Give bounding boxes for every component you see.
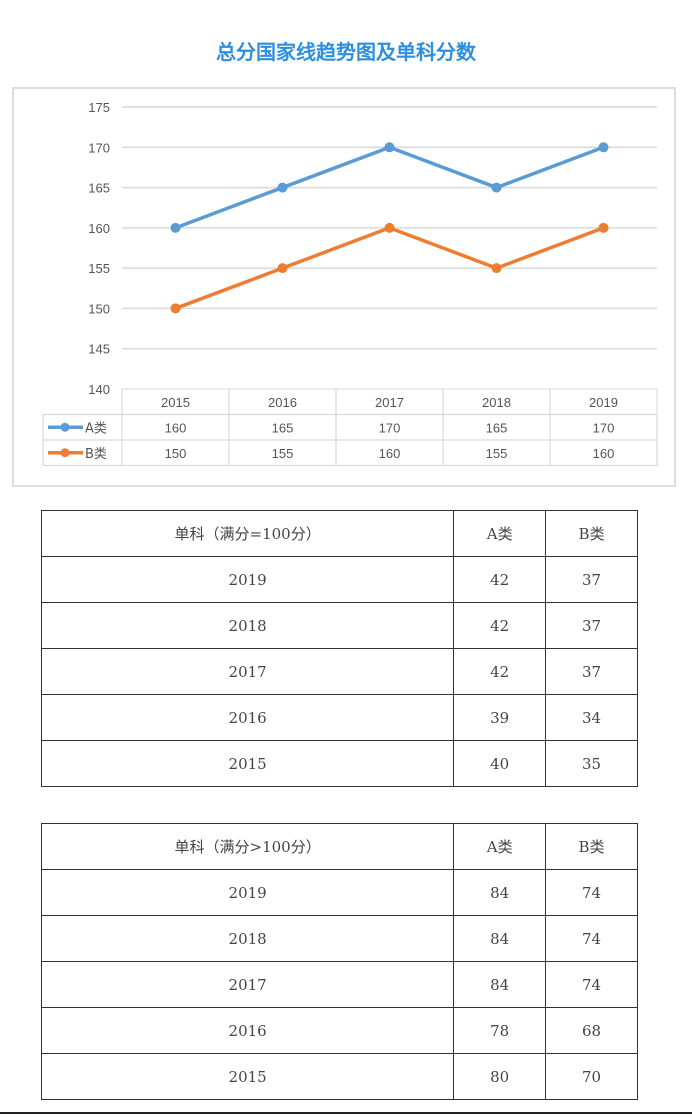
table-cell: 2019 bbox=[40, 556, 455, 603]
data-point bbox=[598, 222, 609, 233]
table-row: 2015 80 70 bbox=[40, 1053, 638, 1100]
table-cell: 2016 bbox=[40, 694, 455, 741]
table-cell: 84 bbox=[453, 869, 547, 916]
table-cell: 2015 bbox=[40, 1053, 455, 1100]
chart-svg: 140 145 150 155 160 165 170 175 2015 2016 2017 2018… bbox=[42, 100, 658, 467]
data-point bbox=[491, 263, 502, 274]
data-table-value: 160 bbox=[593, 446, 615, 461]
data-point bbox=[384, 222, 395, 233]
table-cell: 单科（满分>100分） bbox=[40, 823, 455, 870]
line-chart: 140 145 150 155 160 165 170 175 2015 2016 2017 2018… bbox=[12, 87, 676, 487]
table-cell: 37 bbox=[545, 556, 638, 603]
table-cell: 74 bbox=[545, 961, 638, 1008]
table-cell: 39 bbox=[453, 694, 547, 741]
table-cell: 42 bbox=[453, 602, 547, 649]
table-cell: 37 bbox=[545, 648, 638, 695]
table-header-row: 单科（满分=100分） A类 B类 bbox=[40, 510, 638, 557]
y-tick-label: 160 bbox=[88, 221, 110, 236]
table-row: 2016 39 34 bbox=[40, 694, 638, 741]
table-row: 2018 42 37 bbox=[40, 602, 638, 649]
legend-label: B类 bbox=[85, 447, 107, 462]
table-cell: 单科（满分=100分） bbox=[40, 510, 455, 557]
legend-marker-1 bbox=[60, 448, 70, 458]
data-table-value: 155 bbox=[272, 446, 294, 461]
x-tick-label: 2016 bbox=[268, 395, 297, 410]
y-tick-label: 150 bbox=[88, 301, 110, 316]
data-table-value: 160 bbox=[379, 446, 401, 461]
table-cell: 2018 bbox=[40, 602, 455, 649]
table-row: 2018 84 74 bbox=[40, 915, 638, 962]
table-cell: B类 bbox=[545, 823, 638, 870]
data-point bbox=[491, 182, 502, 193]
table-cell: 2016 bbox=[40, 1007, 455, 1054]
table-cell: 2019 bbox=[40, 869, 455, 916]
data-point bbox=[598, 142, 609, 153]
table-cell: 2017 bbox=[40, 648, 455, 695]
x-tick-label: 2017 bbox=[375, 395, 404, 410]
table-cell: 2018 bbox=[40, 915, 455, 962]
table-cell: 37 bbox=[545, 602, 638, 649]
table-cell: 35 bbox=[545, 740, 638, 787]
table-cell: 84 bbox=[453, 915, 547, 962]
data-point bbox=[277, 182, 288, 193]
y-tick-label: 140 bbox=[88, 382, 110, 397]
x-tick-label: 2015 bbox=[161, 395, 190, 410]
data-table-value: 170 bbox=[379, 421, 401, 436]
table-cell: 80 bbox=[453, 1053, 547, 1100]
x-tick-label: 2018 bbox=[482, 395, 511, 410]
table-cell: 42 bbox=[453, 648, 547, 695]
table-row: 2017 84 74 bbox=[40, 961, 638, 1008]
table-cell: A类 bbox=[453, 823, 547, 870]
table-cell: 74 bbox=[545, 915, 638, 962]
table-cell: 40 bbox=[453, 740, 547, 787]
data-point bbox=[277, 263, 288, 274]
legend-label: A类 bbox=[85, 422, 107, 437]
table-row: 2017 42 37 bbox=[40, 648, 638, 695]
y-tick-label: 170 bbox=[88, 140, 110, 155]
data-point bbox=[170, 303, 181, 314]
data-table-value: 155 bbox=[486, 446, 508, 461]
table-cell: 34 bbox=[545, 694, 638, 741]
table-cell: B类 bbox=[545, 510, 638, 557]
page-title: 总分国家线趋势图及单科分数 bbox=[216, 40, 476, 64]
x-tick-label: 2019 bbox=[589, 395, 618, 410]
table-row: 2016 78 68 bbox=[40, 1007, 638, 1054]
table-cell: 2015 bbox=[40, 740, 455, 787]
data-table-value: 165 bbox=[272, 421, 294, 436]
table-row: 2019 84 74 bbox=[40, 869, 638, 916]
table-cell: 74 bbox=[545, 869, 638, 916]
table-row: 2015 40 35 bbox=[40, 740, 638, 787]
table-cell: A类 bbox=[453, 510, 547, 557]
table-cell: 78 bbox=[453, 1007, 547, 1054]
table-row: 2019 42 37 bbox=[40, 556, 638, 603]
data-table-value: 160 bbox=[165, 421, 187, 436]
data-table-value: 170 bbox=[593, 421, 615, 436]
table-cell: 42 bbox=[453, 556, 547, 603]
y-tick-label: 175 bbox=[88, 100, 110, 115]
table-cell: 68 bbox=[545, 1007, 638, 1054]
y-tick-label: 145 bbox=[88, 342, 110, 357]
data-point bbox=[384, 142, 395, 153]
divider bbox=[0, 1112, 692, 1114]
data-point bbox=[170, 222, 181, 233]
legend-marker-0 bbox=[60, 422, 70, 432]
table-header-row: 单科（满分>100分） A类 B类 bbox=[40, 823, 638, 870]
single-subject-table-100: 单科（满分=100分） A类 B类 2019 42 37 2018 42 37 2017 42 37 2… bbox=[40, 510, 638, 787]
data-table-value: 165 bbox=[486, 421, 508, 436]
table-cell: 2017 bbox=[40, 961, 455, 1008]
data-table-value: 150 bbox=[165, 446, 187, 461]
single-subject-table-over-100: 单科（满分>100分） A类 B类 2019 84 74 2018 84 74 2017 84 74 2… bbox=[40, 823, 638, 1100]
table-cell: 84 bbox=[453, 961, 547, 1008]
table-cell: 70 bbox=[545, 1053, 638, 1100]
y-tick-label: 155 bbox=[88, 261, 110, 276]
y-tick-label: 165 bbox=[88, 181, 110, 196]
